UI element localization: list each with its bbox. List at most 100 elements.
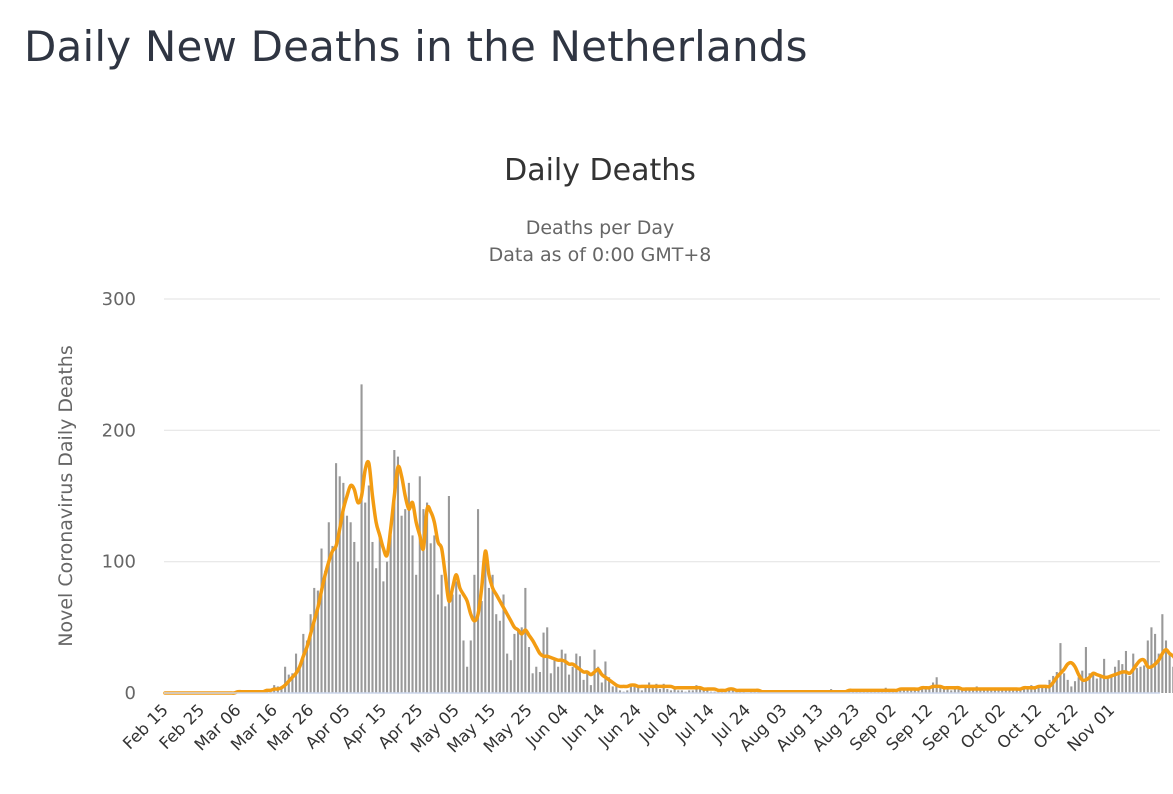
grid-layer — [164, 298, 1160, 563]
bar — [651, 685, 654, 693]
bar — [360, 384, 363, 693]
bar — [910, 689, 913, 693]
bar — [444, 606, 447, 693]
bar — [629, 686, 632, 693]
bar — [298, 666, 301, 693]
bar — [313, 587, 316, 693]
bar — [1001, 690, 1004, 693]
bar — [302, 633, 305, 693]
bar — [1059, 643, 1062, 693]
bar — [491, 574, 494, 693]
bar — [426, 502, 429, 693]
bar — [571, 666, 574, 693]
bar — [524, 587, 527, 693]
bar — [1168, 653, 1171, 693]
x-tick-label: Jul 14 — [671, 700, 718, 747]
bar — [957, 687, 960, 693]
bar — [1106, 678, 1109, 693]
bar — [469, 640, 472, 693]
bar — [520, 627, 523, 693]
bar — [375, 568, 378, 693]
bar — [422, 509, 425, 693]
bar — [418, 476, 421, 693]
bar — [345, 515, 349, 693]
bar — [586, 671, 589, 693]
y-tick-label: 0 — [125, 683, 136, 704]
bar — [950, 690, 953, 693]
bar — [506, 653, 509, 693]
bar — [964, 690, 967, 693]
bar — [618, 690, 622, 693]
chart-title: Daily Deaths — [504, 153, 696, 188]
bar — [913, 689, 916, 693]
bar — [1164, 640, 1168, 693]
bar — [662, 683, 665, 693]
bar — [305, 640, 309, 693]
bar — [1139, 666, 1142, 693]
bar — [644, 687, 647, 693]
bar — [666, 689, 669, 693]
average-line — [163, 459, 1173, 695]
bar — [1092, 671, 1095, 693]
bar — [389, 535, 392, 693]
bar — [633, 685, 636, 693]
bar — [578, 656, 582, 693]
bar — [1132, 653, 1135, 693]
bar — [1081, 670, 1084, 693]
bar — [549, 673, 552, 693]
bar — [567, 674, 571, 693]
bars-layer — [236, 384, 1173, 693]
bar — [538, 671, 541, 693]
bar — [640, 690, 643, 693]
bar — [1135, 668, 1138, 693]
bar — [626, 690, 629, 693]
bar — [928, 687, 931, 693]
bar — [1095, 678, 1098, 693]
bar — [404, 509, 407, 693]
bar — [400, 515, 403, 693]
bar — [921, 689, 924, 693]
bar — [284, 666, 287, 693]
bar — [1070, 686, 1073, 693]
bar — [557, 666, 560, 693]
bar — [349, 522, 352, 693]
bar — [899, 690, 902, 693]
bar — [728, 689, 731, 693]
bar — [972, 690, 975, 693]
y-tick-label: 200 — [102, 420, 136, 441]
bar — [327, 522, 330, 693]
bar — [553, 660, 556, 693]
bar — [371, 541, 374, 693]
bar — [309, 614, 312, 693]
bar — [1150, 627, 1153, 693]
bar — [608, 677, 611, 693]
bar — [688, 690, 691, 693]
bar — [353, 541, 356, 693]
bar — [335, 463, 338, 693]
bar — [669, 690, 673, 693]
chart-subtitle-line-2: Data as of 0:00 GMT+8 — [489, 244, 712, 266]
bar — [291, 673, 294, 693]
bar — [527, 647, 531, 693]
bar — [1117, 660, 1120, 693]
bar — [1012, 689, 1015, 693]
chart-subtitle-line-1: Deaths per Day — [526, 217, 675, 239]
y-tick-label: 300 — [102, 289, 136, 310]
bar — [1044, 687, 1047, 693]
bar — [411, 535, 414, 693]
bar — [509, 660, 512, 693]
bar — [942, 689, 946, 693]
bar — [702, 690, 705, 693]
bar — [600, 682, 603, 693]
bar — [677, 690, 680, 693]
bar — [356, 561, 359, 693]
bar — [997, 689, 1000, 693]
bar — [535, 666, 538, 693]
bar — [575, 653, 578, 693]
bar — [1037, 686, 1040, 693]
bar — [440, 574, 443, 693]
bar — [658, 689, 662, 693]
bar — [407, 482, 410, 693]
bar — [1143, 665, 1146, 693]
bar — [415, 574, 418, 693]
